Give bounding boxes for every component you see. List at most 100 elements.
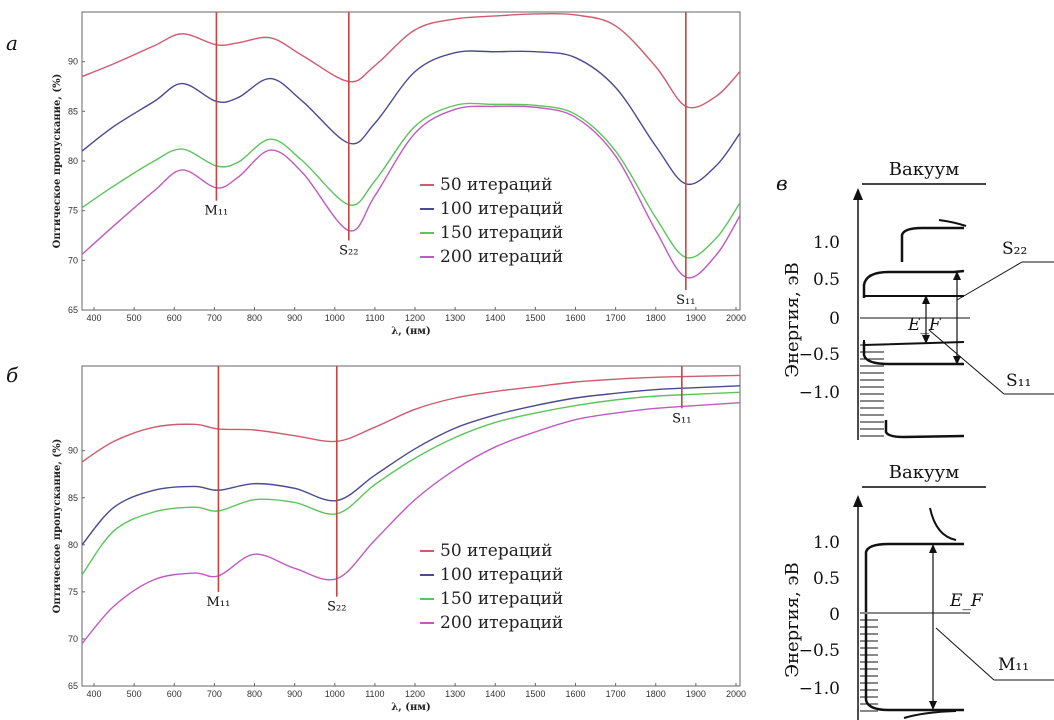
- y-axis-label: Оптическое пропускание, (%): [52, 439, 63, 614]
- y-tick-label: 75: [68, 206, 78, 216]
- series-line-3: [82, 391, 740, 576]
- annotation-label: S₂₂: [327, 600, 346, 615]
- ytick-bottom-3: 0: [829, 605, 840, 625]
- x-tick-label: 500: [127, 689, 142, 699]
- transition-label-m11: M₁₁: [998, 655, 1029, 675]
- ytick-top-2: 0.5: [813, 270, 840, 290]
- x-axis-label: λ, (нм): [391, 326, 430, 337]
- ytick-bottom-1: 1.0: [813, 533, 840, 553]
- x-tick-label: 1600: [565, 313, 585, 323]
- x-axis-label: λ, (нм): [391, 702, 430, 713]
- x-tick-label: 600: [167, 313, 182, 323]
- panel-letter-c: в: [776, 171, 788, 195]
- x-tick-label: 1700: [606, 313, 626, 323]
- fermi-label-bottom: E_F: [949, 591, 984, 611]
- transition-label-s11: S₁₁: [1006, 371, 1031, 391]
- x-tick-label: 1300: [445, 689, 465, 699]
- x-tick-label: 900: [287, 689, 302, 699]
- x-tick-label: 800: [247, 689, 262, 699]
- y-tick-label: 80: [68, 540, 78, 550]
- y-tick-label: 80: [68, 156, 78, 166]
- x-tick-label: 800: [247, 313, 262, 323]
- series-line-2: [82, 385, 740, 546]
- annotation-label: S₁₁: [672, 411, 691, 426]
- y-tick-label: 90: [68, 57, 78, 67]
- valence-hatching-top: [860, 344, 884, 437]
- band-diagram-bottom: Вакуум Энергия, эВ 1.0 0.5 0 −0.5 −1.0 E…: [782, 462, 1054, 720]
- x-tick-label: 1100: [365, 689, 384, 699]
- x-tick-label: 1200: [405, 689, 425, 699]
- x-tick-label: 1500: [525, 689, 545, 699]
- ytick-bottom-2: 0.5: [813, 569, 840, 589]
- ytick-bottom-5: −1.0: [799, 679, 840, 699]
- ytick-top-4: −0.5: [799, 345, 840, 365]
- x-tick-label: 500: [127, 313, 142, 323]
- x-tick-label: 1400: [485, 689, 505, 699]
- ytick-top-1: 1.0: [813, 233, 840, 253]
- ytick-top-3: 0: [829, 309, 840, 329]
- annotation-label: S₁₁: [676, 293, 695, 308]
- y-tick-label: 70: [68, 634, 78, 644]
- transition-label-s22: S₂₂: [1002, 239, 1027, 259]
- vacuum-label-top: Вакуум: [889, 159, 959, 180]
- band-diagrams: Вакуум Энергия, эВ 1.0 0.5 0 −0.5 −1.0: [782, 159, 1054, 720]
- y-axis-label: Оптическое пропускание, (%): [52, 74, 63, 249]
- energy-axis-label-top: Энергия, эВ: [782, 262, 803, 377]
- chart-a: 400 500 600 700 800 900 1000 1100 1200 1300 1400 15…: [52, 11, 746, 337]
- y-tick-label: 85: [68, 106, 78, 116]
- legend-label-2: 100 итераций: [440, 565, 563, 585]
- x-tick-label: 400: [87, 689, 102, 699]
- legend-label-3: 150 итераций: [440, 589, 563, 609]
- x-tick-label: 1000: [325, 313, 345, 323]
- energy-axis-arrow-bottom: [853, 495, 863, 507]
- x-tick-label: 1800: [646, 689, 666, 699]
- y-tick-label: 75: [68, 587, 78, 597]
- x-tick-label: 1900: [686, 313, 706, 323]
- fermi-label-top: E_F: [907, 315, 942, 335]
- series-line-4: [82, 402, 740, 645]
- x-tick-label: 2000: [726, 689, 746, 699]
- x-tick-label: 1400: [485, 313, 505, 323]
- series-line-2: [82, 50, 740, 186]
- energy-axis-label-bottom: Энергия, эВ: [782, 562, 803, 677]
- energy-axis-arrow-top: [853, 188, 863, 200]
- legend-label-2: 100 итераций: [440, 199, 563, 219]
- legend-label-4: 200 итераций: [440, 613, 563, 633]
- x-tick-label: 700: [207, 313, 222, 323]
- x-tick-label: 900: [287, 313, 302, 323]
- x-tick-label: 600: [167, 689, 182, 699]
- x-tick-label: 700: [207, 689, 222, 699]
- panel-letter-a: а: [6, 31, 18, 55]
- chart-b: 400 500 600 700 800 900 1000 1100 1200 1300 1400 15…: [52, 365, 746, 713]
- vacuum-label-bottom: Вакуум: [889, 462, 959, 483]
- legend-label-4: 200 итераций: [440, 247, 563, 267]
- band-diagram-top: Вакуум Энергия, эВ 1.0 0.5 0 −0.5 −1.0: [782, 159, 1054, 440]
- x-tick-label: 1700: [606, 689, 626, 699]
- legend-label-1: 50 итераций: [440, 175, 552, 195]
- annotation-label: M₁₁: [205, 204, 229, 219]
- legend-label-3: 150 итераций: [440, 223, 563, 243]
- x-tick-label: 1100: [365, 313, 384, 323]
- valence-hatching-bottom: [860, 619, 878, 712]
- annotation-label: S₂₂: [339, 243, 358, 258]
- ytick-bottom-4: −0.5: [799, 641, 840, 661]
- x-tick-label: 400: [87, 313, 102, 323]
- y-tick-label: 65: [68, 681, 78, 691]
- x-tick-label: 1200: [405, 313, 425, 323]
- legend-label-1: 50 итераций: [440, 541, 552, 561]
- y-tick-label: 90: [68, 446, 78, 456]
- y-tick-label: 65: [68, 305, 78, 315]
- y-tick-label: 85: [68, 493, 78, 503]
- x-tick-label: 1900: [686, 689, 706, 699]
- ytick-top-5: −1.0: [799, 383, 840, 403]
- x-tick-label: 1800: [646, 313, 666, 323]
- plot-frame: [81, 11, 741, 311]
- series-line-1: [82, 12, 740, 109]
- series-line-3: [82, 102, 740, 259]
- series-line-4: [82, 105, 740, 279]
- plot-frame: [81, 365, 741, 687]
- x-tick-label: 1300: [445, 313, 465, 323]
- y-tick-label: 70: [68, 255, 78, 265]
- x-tick-label: 1500: [525, 313, 545, 323]
